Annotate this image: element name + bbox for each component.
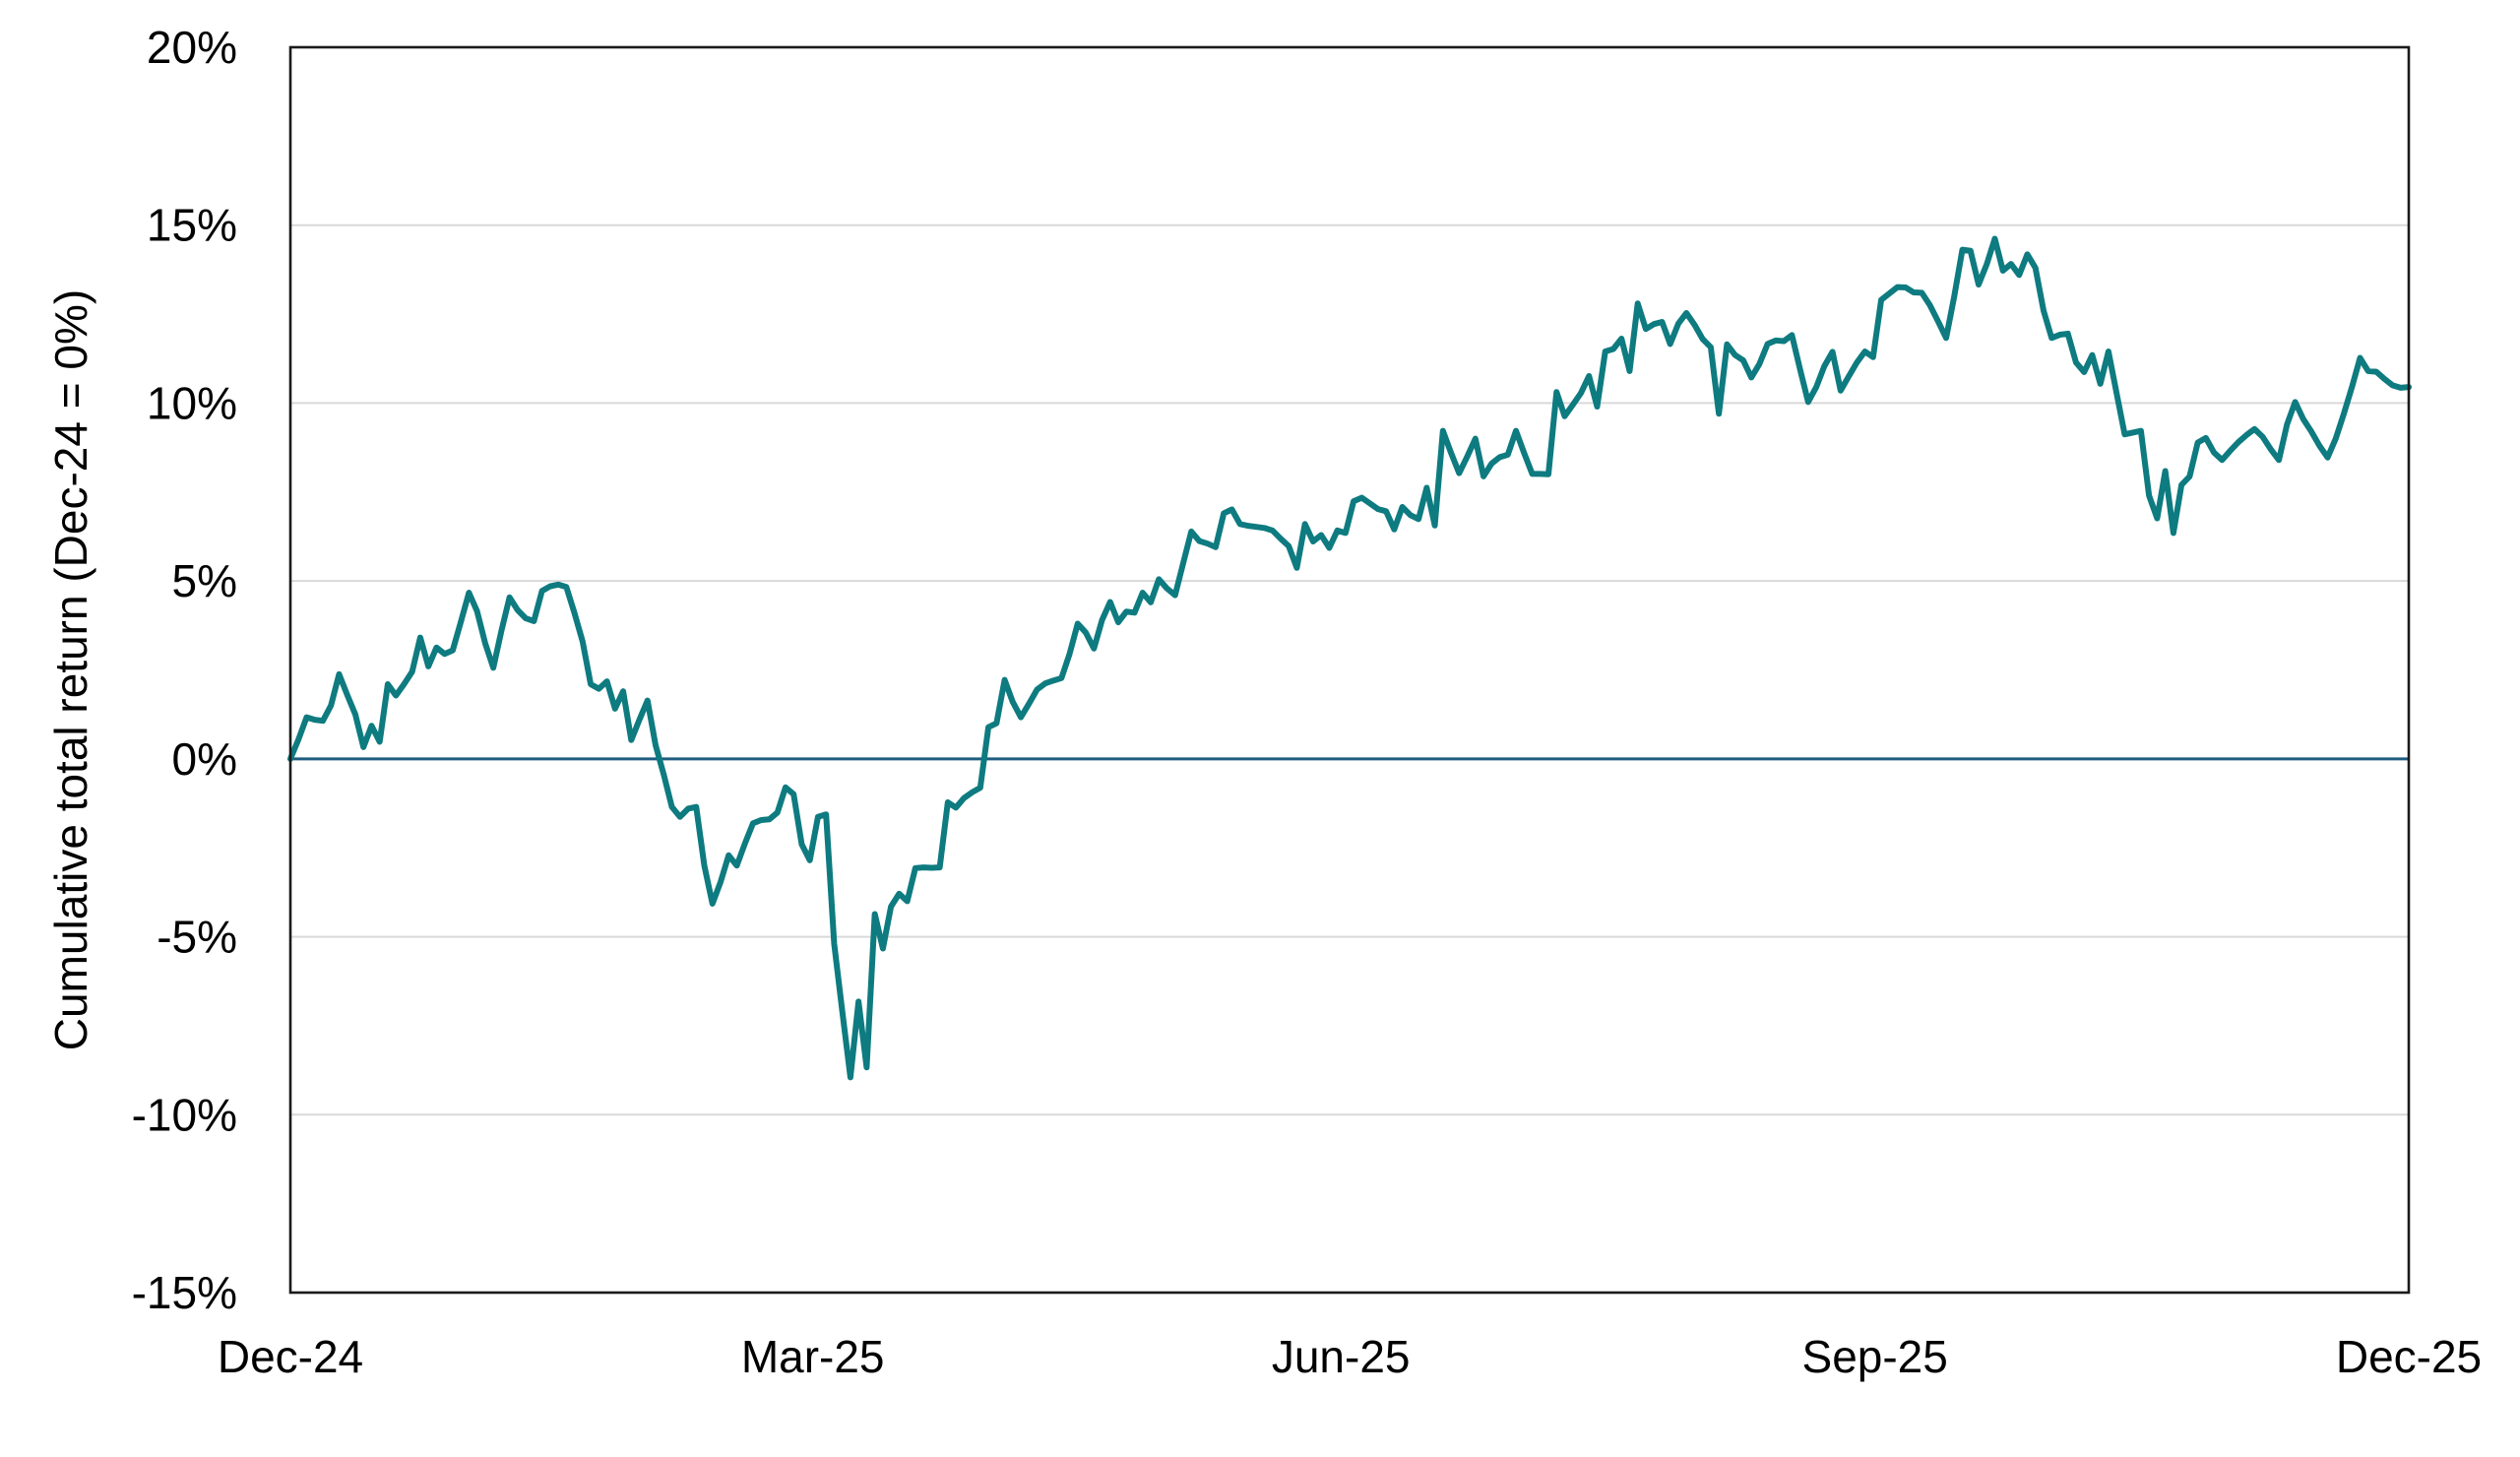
y-axis-title: Cumulative total return (Dec-24 = 0%) [45, 289, 96, 1050]
gridlines-group [290, 223, 2409, 1116]
x-tick-label: Dec-24 [218, 1331, 363, 1382]
x-tick-label: Mar-25 [741, 1331, 885, 1382]
y-tick-labels-group: 20% 15% 10% 5% 0% -5% -10% -15% [132, 22, 237, 1318]
x-tick-label: Jun-25 [1272, 1331, 1411, 1382]
x-tick-label: Sep-25 [1802, 1331, 1948, 1382]
y-tick-label: 5% [172, 555, 237, 606]
y-tick-label: -5% [157, 912, 237, 963]
x-tick-labels-group: Dec-24 Mar-25 Jun-25 Sep-25 Dec-25 [218, 1331, 2482, 1382]
series-line [287, 235, 2412, 1081]
y-tick-label: -10% [132, 1089, 237, 1140]
plot-border [288, 45, 2411, 1295]
y-tick-label: 0% [172, 733, 237, 785]
y-tick-label: -15% [132, 1267, 237, 1318]
series-group [287, 235, 2412, 1081]
y-tick-label: 20% [147, 22, 237, 73]
x-tick-label: Dec-25 [2336, 1331, 2482, 1382]
y-tick-label: 15% [147, 200, 237, 251]
y-tick-label: 10% [147, 377, 237, 428]
